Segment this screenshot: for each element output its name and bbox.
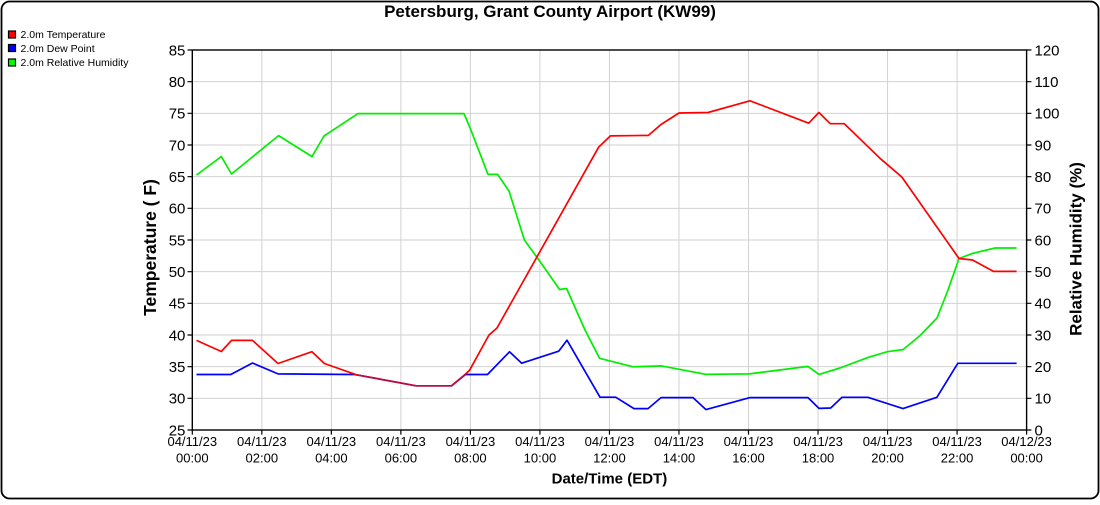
svg-text:02:00: 02:00	[246, 450, 279, 465]
svg-text:00:00: 00:00	[176, 450, 209, 465]
svg-text:70: 70	[1035, 201, 1052, 218]
svg-text:60: 60	[1035, 232, 1052, 249]
svg-text:06:00: 06:00	[385, 450, 418, 465]
svg-text:45: 45	[169, 296, 186, 313]
svg-text:Relative Humidity (%): Relative Humidity (%)	[1067, 162, 1086, 336]
svg-text:65: 65	[169, 169, 186, 186]
svg-text:18:00: 18:00	[802, 450, 835, 465]
svg-text:0: 0	[1035, 422, 1043, 439]
svg-text:00:00: 00:00	[1010, 450, 1043, 465]
svg-text:110: 110	[1035, 74, 1059, 91]
svg-text:04/11/23: 04/11/23	[307, 434, 357, 449]
svg-text:12:00: 12:00	[593, 450, 626, 465]
svg-text:20: 20	[1035, 359, 1052, 376]
svg-text:40: 40	[169, 327, 186, 344]
svg-text:04/11/23: 04/11/23	[237, 434, 287, 449]
svg-text:04:00: 04:00	[315, 450, 348, 465]
svg-text:120: 120	[1035, 42, 1060, 59]
svg-text:04/11/23: 04/11/23	[167, 434, 217, 449]
svg-text:85: 85	[169, 42, 186, 59]
svg-text:80: 80	[169, 74, 186, 91]
svg-text:16:00: 16:00	[732, 450, 765, 465]
svg-text:Petersburg, Grant County Airpo: Petersburg, Grant County Airport (KW99)	[384, 2, 716, 21]
svg-text:04/11/23: 04/11/23	[654, 434, 704, 449]
svg-text:70: 70	[169, 137, 186, 154]
svg-text:22:00: 22:00	[941, 450, 974, 465]
svg-text:2.0m Dew Point: 2.0m Dew Point	[21, 43, 95, 55]
svg-text:14:00: 14:00	[663, 450, 696, 465]
svg-text:50: 50	[1035, 264, 1052, 281]
svg-text:08:00: 08:00	[454, 450, 487, 465]
svg-text:20:00: 20:00	[871, 450, 904, 465]
svg-text:30: 30	[1035, 327, 1052, 344]
svg-text:04/12/23: 04/12/23	[1001, 434, 1052, 449]
svg-text:30: 30	[169, 391, 186, 408]
svg-text:04/11/23: 04/11/23	[724, 434, 774, 449]
svg-text:04/11/23: 04/11/23	[793, 434, 843, 449]
svg-text:04/11/23: 04/11/23	[376, 434, 426, 449]
svg-text:04/11/23: 04/11/23	[863, 434, 913, 449]
svg-text:2.0m Temperature: 2.0m Temperature	[21, 29, 106, 41]
svg-text:55: 55	[169, 232, 186, 249]
svg-text:50: 50	[169, 264, 186, 281]
svg-text:80: 80	[1035, 169, 1052, 186]
svg-text:2.0m Relative Humidity: 2.0m Relative Humidity	[21, 57, 130, 69]
svg-text:100: 100	[1035, 106, 1060, 123]
svg-text:25: 25	[169, 422, 186, 439]
svg-text:90: 90	[1035, 137, 1052, 154]
svg-text:04/11/23: 04/11/23	[585, 434, 635, 449]
svg-text:10: 10	[1035, 391, 1052, 408]
svg-text:04/11/23: 04/11/23	[932, 434, 982, 449]
svg-text:04/11/23: 04/11/23	[446, 434, 496, 449]
svg-text:10:00: 10:00	[524, 450, 557, 465]
svg-text:75: 75	[169, 106, 186, 123]
svg-text:04/11/23: 04/11/23	[515, 434, 565, 449]
svg-text:40: 40	[1035, 296, 1052, 313]
svg-text:35: 35	[169, 359, 186, 376]
svg-text:Temperature ( F): Temperature ( F)	[140, 179, 160, 316]
svg-text:Date/Time (EDT): Date/Time (EDT)	[552, 471, 668, 488]
svg-text:60: 60	[169, 201, 186, 218]
